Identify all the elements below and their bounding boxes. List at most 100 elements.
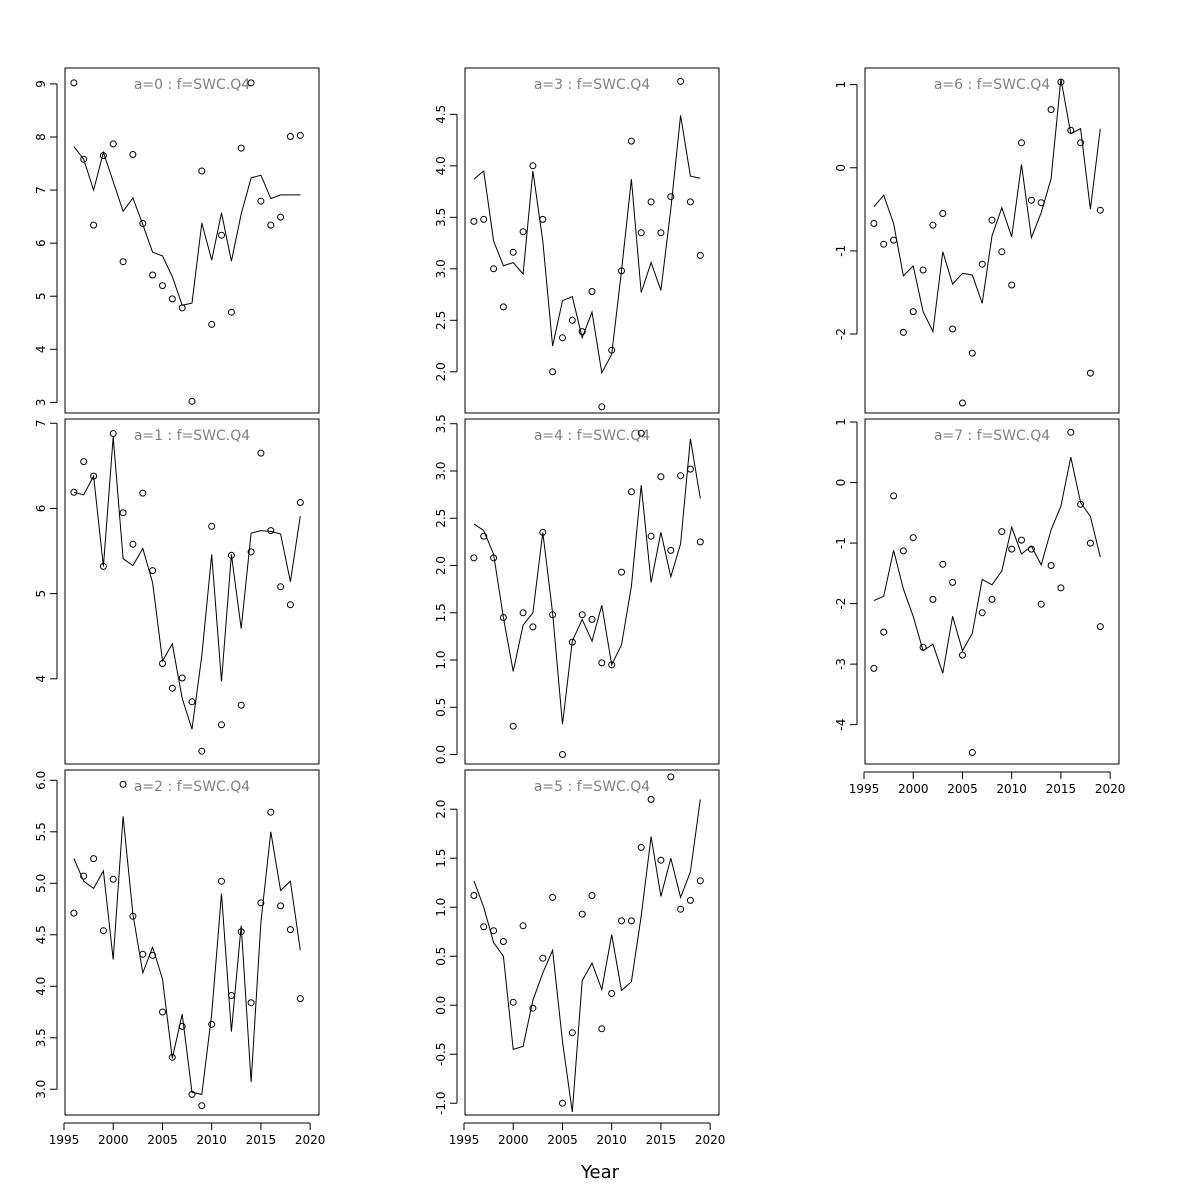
observed-point — [657, 229, 665, 237]
observed-point — [1057, 584, 1065, 592]
observed-point — [608, 661, 616, 669]
observed-point — [168, 684, 176, 692]
observed-point — [267, 221, 275, 229]
observed-point — [1077, 500, 1085, 508]
plot-frame — [64, 67, 320, 414]
observed-point — [247, 548, 255, 556]
observed-point — [939, 210, 947, 217]
observed-point — [998, 528, 1006, 536]
observed-point — [490, 927, 498, 935]
observed-point — [227, 308, 235, 316]
observed-point — [559, 751, 566, 758]
y-tick-label: 3.5 — [434, 414, 448, 433]
observed-point — [90, 221, 98, 229]
x-tick-label: 2000 — [98, 1133, 129, 1147]
observed-point — [129, 912, 137, 920]
y-tick-label: 0 — [834, 164, 848, 172]
observed-point — [998, 248, 1006, 256]
x-tick-label: 2000 — [498, 1133, 529, 1147]
observed-point — [568, 638, 576, 646]
y-tick-label: -1 — [834, 245, 848, 257]
observed-point — [1086, 369, 1094, 377]
observed-point — [696, 877, 704, 885]
observed-point — [109, 140, 117, 148]
observed-point — [949, 578, 957, 586]
y-tick-label: 3.0 — [434, 259, 448, 278]
observed-point — [99, 152, 107, 160]
observed-point — [218, 877, 225, 885]
y-tick-label: 4.5 — [434, 105, 448, 124]
observed-point — [1086, 539, 1094, 547]
observed-point — [119, 780, 127, 788]
observed-point — [480, 215, 488, 223]
observed-point — [519, 609, 527, 617]
y-tick-label: -4 — [834, 719, 848, 731]
panel-a1: a=1 : f=SWC.Q4 4 5 6 7 — [34, 418, 320, 765]
x-tick-label: 1995 — [849, 782, 880, 796]
observed-point — [109, 430, 117, 437]
observed-point — [80, 155, 88, 163]
plot-frame — [464, 418, 720, 765]
observed-point — [539, 954, 547, 962]
observed-point — [296, 499, 304, 506]
x-tick-label: 1995 — [449, 1133, 480, 1147]
observed-point — [598, 659, 606, 667]
observed-point — [178, 1022, 186, 1030]
observed-point — [257, 449, 265, 457]
observed-point — [1096, 623, 1104, 631]
observed-point — [247, 79, 255, 87]
observed-point — [480, 532, 488, 540]
y-tick-label: 4 — [34, 675, 48, 683]
x-tick-label: 2015 — [646, 1133, 677, 1147]
y-tick-label: 2.0 — [434, 362, 448, 381]
observed-point — [296, 995, 304, 1003]
y-tick-label: -3 — [834, 658, 848, 670]
observed-point — [129, 540, 137, 548]
y-tick-label: 0.0 — [434, 996, 448, 1015]
observed-point — [267, 527, 275, 535]
observed-point — [1018, 536, 1025, 544]
observed-point — [909, 308, 917, 316]
observed-point — [490, 554, 498, 562]
observed-point — [647, 198, 655, 206]
panel-a5: a=5 : f=SWC.Q4 -1.0 -0.5 0.0 0.5 1.0 1.5 2.0 199… — [434, 769, 725, 1147]
observed-point — [988, 595, 996, 603]
y-tick-label: 1 — [834, 81, 848, 89]
observed-point — [267, 808, 275, 816]
fitted-line — [73, 816, 301, 1096]
observed-point — [627, 137, 635, 145]
x-tick-label: 2010 — [196, 1133, 227, 1147]
observed-point — [637, 843, 645, 851]
x-tick-label: 2010 — [996, 782, 1027, 796]
y-tick-label: -1.0 — [434, 1092, 448, 1115]
observed-point — [168, 295, 176, 303]
panel-a0: a=0 : f=SWC.Q4 3 4 5 6 7 8 9 — [34, 67, 320, 414]
observed-point — [627, 917, 635, 925]
observed-point — [909, 534, 917, 542]
observed-point — [686, 198, 694, 206]
y-tick-label: 4 — [34, 345, 48, 353]
observed-point — [1008, 281, 1016, 289]
observed-point — [109, 875, 117, 883]
x-tick-label: 2005 — [947, 782, 978, 796]
observed-point — [686, 465, 694, 473]
observed-point — [129, 151, 137, 158]
observed-point — [149, 271, 157, 279]
observed-point — [99, 562, 107, 570]
observed-point — [139, 950, 147, 958]
observed-point — [618, 917, 625, 925]
observed-point — [880, 240, 888, 248]
observed-point — [978, 260, 986, 268]
observed-point — [1008, 545, 1016, 553]
fitted-line — [473, 438, 701, 725]
observed-point — [618, 568, 625, 576]
observed-point — [1027, 545, 1035, 553]
y-tick-label: 2.0 — [434, 556, 448, 575]
observed-point — [578, 611, 586, 619]
observed-point — [959, 399, 966, 407]
y-tick-label: 4.0 — [34, 977, 48, 996]
y-tick-label: -1 — [834, 537, 848, 549]
y-tick-label: 5.5 — [34, 822, 48, 841]
observed-point — [188, 1090, 196, 1098]
observed-point — [618, 267, 625, 275]
